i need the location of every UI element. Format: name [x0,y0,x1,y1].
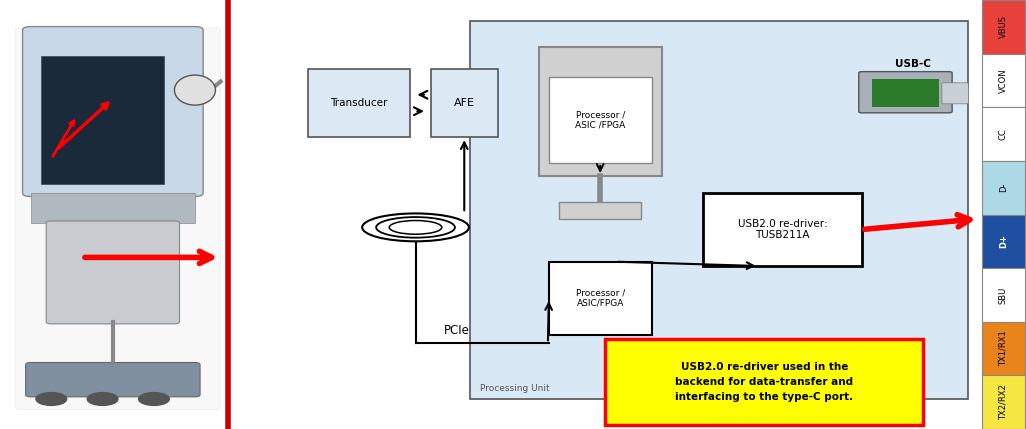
Circle shape [36,393,67,405]
Text: USB2.0 re-driver:
TUSB211A: USB2.0 re-driver: TUSB211A [738,219,827,240]
FancyBboxPatch shape [539,47,662,176]
Text: Processor /
ASIC /FPGA: Processor / ASIC /FPGA [576,110,625,130]
Text: D-: D- [999,183,1008,193]
FancyBboxPatch shape [23,27,203,196]
Text: CC: CC [999,128,1008,140]
Text: USB2.0 re-driver used in the
backend for data-transfer and
interfacing to the ty: USB2.0 re-driver used in the backend for… [675,362,854,402]
FancyBboxPatch shape [703,193,862,266]
Text: VCON: VCON [999,68,1008,93]
FancyBboxPatch shape [431,69,498,137]
Ellipse shape [174,75,215,105]
FancyBboxPatch shape [308,69,410,137]
FancyBboxPatch shape [605,339,923,425]
FancyBboxPatch shape [470,21,968,399]
FancyBboxPatch shape [859,72,952,113]
FancyBboxPatch shape [559,202,641,219]
FancyBboxPatch shape [982,375,1025,429]
FancyBboxPatch shape [982,54,1025,107]
FancyBboxPatch shape [982,0,1025,54]
Text: Processor /
ASIC/FPGA: Processor / ASIC/FPGA [576,288,625,308]
Text: TX2/RX2: TX2/RX2 [999,384,1008,420]
Text: VBUS: VBUS [999,15,1008,38]
Text: USB-C: USB-C [896,59,931,69]
FancyBboxPatch shape [982,107,1025,161]
Text: 🖥: 🖥 [88,174,137,255]
FancyBboxPatch shape [872,79,939,107]
FancyBboxPatch shape [15,28,221,410]
FancyBboxPatch shape [982,322,1025,375]
FancyBboxPatch shape [228,0,470,429]
FancyBboxPatch shape [982,268,1025,322]
Text: AFE: AFE [453,98,475,108]
Circle shape [87,393,118,405]
FancyBboxPatch shape [46,221,180,324]
Text: Processing Unit: Processing Unit [480,384,550,393]
Text: D+: D+ [999,234,1008,248]
FancyBboxPatch shape [31,193,195,223]
Text: TX1/RX1: TX1/RX1 [999,331,1008,366]
FancyBboxPatch shape [942,83,969,104]
FancyBboxPatch shape [982,161,1025,214]
Circle shape [139,393,169,405]
FancyBboxPatch shape [549,77,652,163]
FancyBboxPatch shape [982,214,1025,268]
FancyBboxPatch shape [0,0,228,429]
FancyBboxPatch shape [26,363,200,397]
FancyBboxPatch shape [41,56,164,184]
Text: SBU: SBU [999,286,1008,304]
FancyBboxPatch shape [549,262,652,335]
Text: Transducer: Transducer [330,98,388,108]
Text: PCIe: PCIe [444,324,470,337]
